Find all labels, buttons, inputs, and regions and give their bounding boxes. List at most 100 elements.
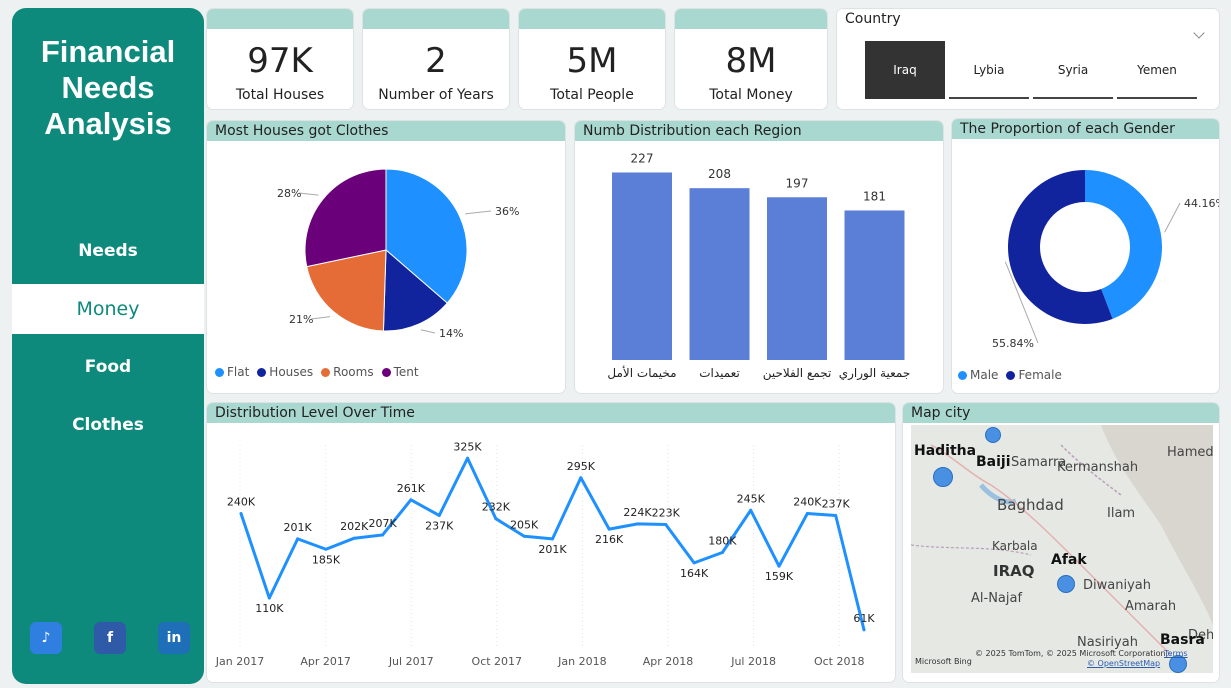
map-label-hamedan: Hamedan [1167, 445, 1213, 460]
line-point [267, 596, 271, 600]
pie-slice-flat [385, 168, 468, 304]
tiktok-icon[interactable]: ♪ [30, 622, 62, 654]
kpi-label: Total People [550, 87, 634, 103]
map-credit-osm[interactable]: © OpenStreetMap [1087, 659, 1161, 668]
line-point [494, 517, 498, 521]
line-data-label: 325K [453, 440, 482, 453]
city-marker-baiji[interactable] [985, 427, 1001, 443]
country-options: Iraq Lybia Syria Yemen [865, 41, 1197, 99]
bar-category-label: مخيمات الأمل [607, 365, 676, 380]
line-data-label: 232K [482, 501, 511, 514]
city-marker-haditha[interactable] [933, 467, 953, 487]
legend-item-flat[interactable]: Flat [215, 365, 249, 379]
bar-category-label: تعميدات [699, 366, 740, 380]
line-data-label: 223K [652, 507, 681, 520]
pie-data-label: 28% [277, 187, 301, 200]
bar-value-label: 208 [708, 167, 731, 181]
line-data-label: 237K [425, 519, 454, 532]
country-slicer: Country Iraq Lybia Syria Yemen [837, 9, 1219, 109]
line-point [635, 522, 639, 526]
map-label-deh: Deh [1188, 628, 1213, 643]
pie-leader-line [465, 210, 492, 215]
bar-3 [767, 197, 827, 360]
pie-leader-line [298, 192, 319, 196]
line-data-label: 61K [853, 612, 875, 625]
legend-item-male[interactable]: Male [958, 368, 998, 382]
line-point [805, 512, 809, 515]
line-point [862, 628, 866, 632]
bar-1 [612, 172, 672, 360]
donut-data-label: 44.16% [1184, 197, 1219, 210]
legend-label: Male [970, 368, 999, 382]
country-option-lybia[interactable]: Lybia [949, 41, 1029, 99]
legend-item-houses[interactable]: Houses [257, 365, 313, 379]
line-data-label: 295K [567, 460, 596, 473]
map-title: Map city [903, 403, 1219, 423]
line-point [324, 547, 328, 551]
map[interactable]: Samarra Kermanshah Hamedan Baghdad Ilam … [911, 425, 1213, 673]
line-point [720, 551, 724, 554]
line-data-label: 245K [737, 492, 766, 505]
nav-item-money[interactable]: Money [12, 284, 204, 334]
line-point [522, 534, 526, 538]
bar-value-label: 227 [631, 151, 654, 165]
nav-item-needs[interactable]: Needs [78, 241, 138, 261]
kpi-label: Total Houses [235, 87, 325, 103]
country-option-iraq[interactable]: Iraq [865, 41, 945, 99]
linkedin-icon[interactable]: in [158, 622, 190, 654]
donut-leader-line [1164, 202, 1181, 233]
map-label-nasiriyah: Nasiriyah [1077, 635, 1138, 650]
kpi-total-people: 5M Total People [519, 9, 665, 109]
donut-chart-card: The Proportion of each Gender 44.16% 55.8… [952, 119, 1219, 393]
facebook-icon[interactable]: f [94, 622, 126, 654]
line-chart-card: Distribution Level Over Time 240K 110K 201… [207, 403, 895, 682]
line-data-label: 201K [538, 543, 567, 556]
nav-item-clothes[interactable]: Clothes [72, 415, 144, 435]
legend-label: Houses [269, 365, 314, 379]
map-label-amarah: Amarah [1125, 599, 1177, 614]
line-point [239, 512, 243, 515]
line-point [749, 508, 753, 512]
legend-item-female[interactable]: Female [1006, 368, 1062, 382]
legend-item-rooms[interactable]: Rooms [321, 365, 374, 379]
chevron-down-icon[interactable] [1193, 27, 1205, 39]
pie-slice-rooms [306, 249, 387, 332]
legend-item-tent[interactable]: Tent [381, 365, 419, 379]
donut-leader-line [1004, 261, 1039, 344]
nav-item-food[interactable]: Food [84, 357, 132, 377]
pie-slice-houses [382, 248, 448, 332]
bar-2 [689, 188, 750, 360]
pie-chart-card: Most Houses got Clothes 36% 14% 21% 28% Fla… [207, 121, 565, 393]
kpi-total-houses: 97K Total Houses [207, 9, 353, 109]
line-point [551, 537, 554, 541]
city-marker-afak[interactable] [1057, 575, 1075, 593]
brand-title: Financial Needs Analysis [12, 34, 204, 142]
city-label-baiji: Baiji [976, 454, 1011, 470]
map-credit: © 2025 TomTom, © 2025 Microsoft Corporat… [975, 649, 1169, 658]
kpi-label: Number of Years [378, 87, 494, 103]
line-point [466, 456, 470, 460]
line-point [352, 536, 356, 540]
kpi-number-of-years: 2 Number of Years [363, 9, 509, 109]
line-point [437, 513, 441, 517]
donut-chart: 44.16% 55.84% [992, 170, 1219, 350]
brand-line-2: Needs [61, 70, 155, 105]
x-tick-label: Oct 2018 [814, 655, 865, 668]
line-point [834, 513, 838, 517]
country-title: Country [837, 9, 1219, 29]
line-point [381, 533, 385, 537]
line-data-label: 185K [312, 553, 341, 566]
line-data-label: 216K [595, 533, 624, 546]
pie-leader-line [310, 316, 331, 320]
line-data-label: 159K [765, 570, 794, 583]
x-tick-label: Jul 2018 [730, 655, 776, 668]
map-label-ilam: Ilam [1107, 506, 1136, 521]
map-terms-link[interactable]: Terms [1164, 649, 1188, 658]
country-option-yemen[interactable]: Yemen [1117, 41, 1197, 99]
pie-leader-line [420, 329, 436, 334]
city-marker-basra[interactable] [1169, 655, 1187, 673]
line-point [692, 561, 696, 565]
bar-4 [844, 210, 905, 360]
country-option-syria[interactable]: Syria [1033, 41, 1113, 99]
